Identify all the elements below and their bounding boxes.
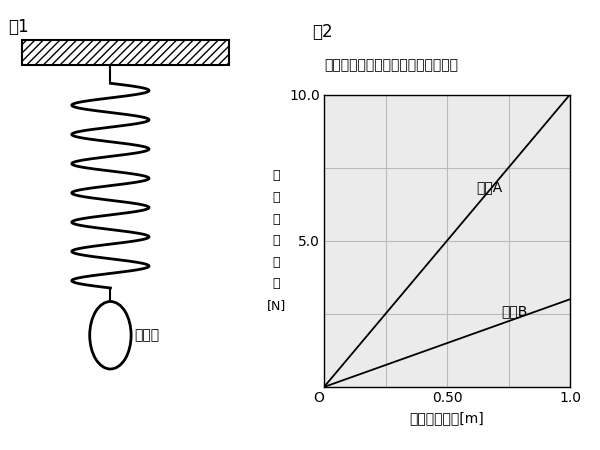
Text: 図1: 図1 xyxy=(8,18,29,36)
Text: さ: さ xyxy=(272,278,280,290)
Text: [N]: [N] xyxy=(266,299,286,312)
Text: 図2: 図2 xyxy=(312,22,332,40)
Text: も: も xyxy=(272,191,280,204)
Text: 重: 重 xyxy=(272,256,280,269)
Text: おもりの重さとばねののびとの関係: おもりの重さとばねののびとの関係 xyxy=(324,58,458,72)
X-axis label: ばねののび　[m]: ばねののび [m] xyxy=(410,411,484,425)
Circle shape xyxy=(90,302,131,369)
Text: り: り xyxy=(272,213,280,225)
Bar xyxy=(22,40,229,65)
Text: ばねB: ばねB xyxy=(501,304,527,318)
Text: ばねA: ばねA xyxy=(476,180,503,194)
Text: おもり: おもり xyxy=(134,328,159,342)
Bar xyxy=(22,40,229,65)
Text: お: お xyxy=(272,170,280,182)
Text: の: の xyxy=(272,234,280,247)
